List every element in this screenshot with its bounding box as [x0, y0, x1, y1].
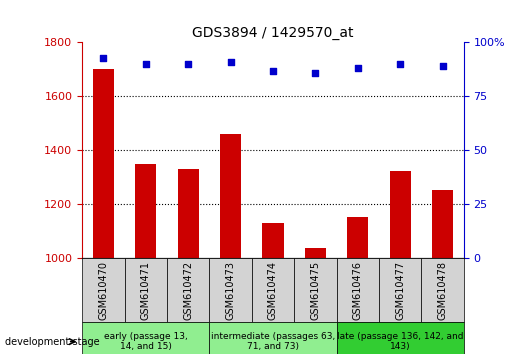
Bar: [220, 134, 241, 258]
Bar: [262, 223, 284, 258]
Text: intermediate (passages 63,
71, and 73): intermediate (passages 63, 71, and 73): [211, 332, 335, 351]
Bar: [252, 258, 294, 322]
Bar: [379, 258, 421, 322]
Bar: [82, 322, 209, 354]
Point: [354, 65, 362, 71]
Text: GSM610476: GSM610476: [353, 261, 363, 320]
Text: GSM610473: GSM610473: [226, 261, 235, 320]
Bar: [167, 258, 209, 322]
Bar: [125, 258, 167, 322]
Bar: [432, 190, 453, 258]
Point: [184, 61, 192, 67]
Point: [438, 63, 447, 69]
Point: [226, 59, 235, 65]
Text: GSM610472: GSM610472: [183, 261, 193, 320]
Bar: [209, 322, 337, 354]
Bar: [305, 248, 326, 258]
Bar: [82, 258, 125, 322]
Bar: [294, 258, 337, 322]
Bar: [337, 258, 379, 322]
Point: [311, 70, 320, 75]
Text: GSM610471: GSM610471: [141, 261, 151, 320]
Text: GSM610475: GSM610475: [311, 261, 320, 320]
Text: GSM610478: GSM610478: [438, 261, 447, 320]
Text: GSM610477: GSM610477: [395, 261, 405, 320]
Point: [396, 61, 404, 67]
Text: development stage: development stage: [5, 337, 100, 347]
Text: late (passage 136, 142, and
143): late (passage 136, 142, and 143): [337, 332, 463, 351]
Bar: [135, 164, 156, 258]
Bar: [93, 69, 114, 258]
Bar: [337, 322, 464, 354]
Text: GSM610470: GSM610470: [99, 261, 108, 320]
Bar: [390, 171, 411, 258]
Bar: [421, 258, 464, 322]
Point: [99, 55, 108, 61]
Point: [142, 61, 150, 67]
Point: [269, 68, 277, 73]
Title: GDS3894 / 1429570_at: GDS3894 / 1429570_at: [192, 26, 354, 40]
Bar: [178, 169, 199, 258]
Text: GSM610474: GSM610474: [268, 261, 278, 320]
Bar: [347, 217, 368, 258]
Bar: [209, 258, 252, 322]
Text: early (passage 13,
14, and 15): early (passage 13, 14, and 15): [104, 332, 188, 351]
